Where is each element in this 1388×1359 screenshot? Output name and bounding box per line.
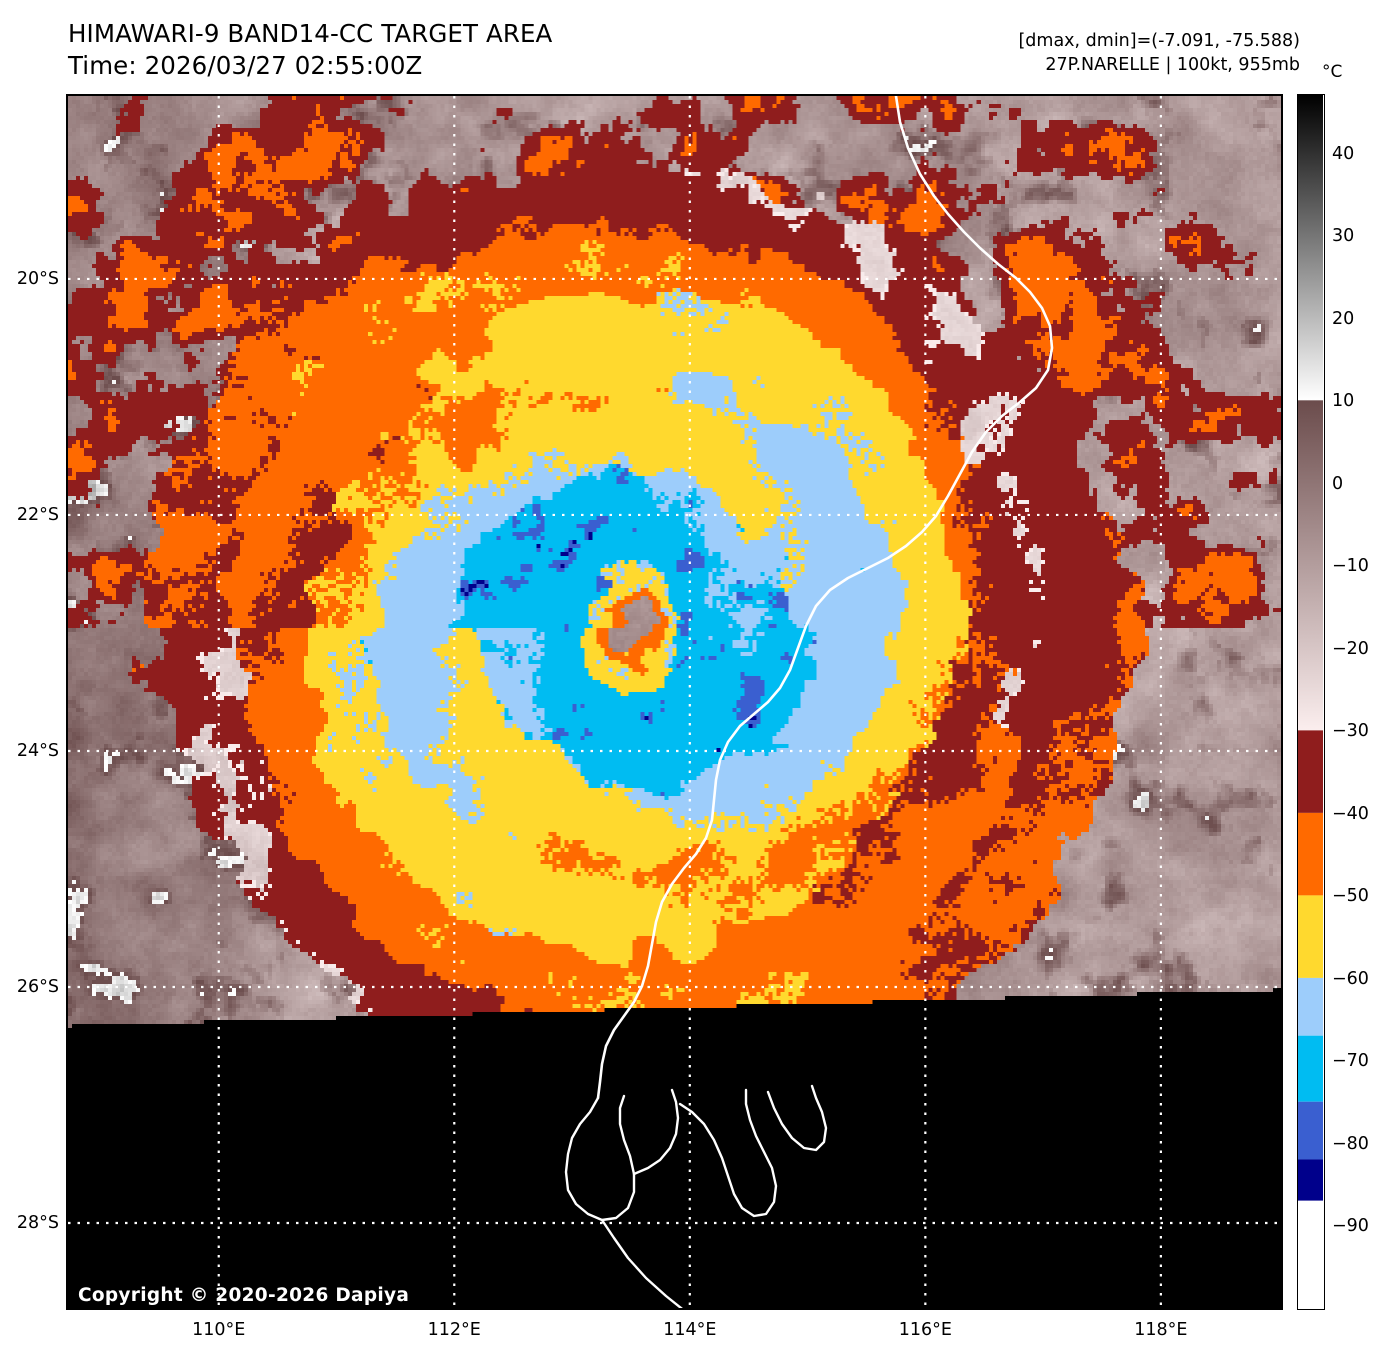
coastline-north (596, 96, 1054, 1100)
colorbar-tick-9: −50 (1332, 886, 1369, 907)
copyright-notice: Copyright © 2020-2026 Dapiya (78, 1285, 410, 1306)
satellite-image-plot[interactable] (66, 94, 1283, 1310)
colorbar-tick-1: 30 (1332, 226, 1355, 247)
lat-tick-1: 22°S (16, 504, 59, 525)
coastline-segment-2 (678, 1088, 778, 1218)
colorbar-tick-4: 0 (1332, 473, 1344, 494)
satellite-raster (68, 96, 1281, 1308)
metadata-block: [dmax, dmin]=(-7.091, -75.588) 27P.NAREL… (1018, 30, 1300, 77)
colorbar-tick-11: −70 (1332, 1051, 1369, 1072)
timestamp-line: Time: 2026/03/27 02:55:00Z (68, 50, 423, 80)
colorbar-tick-7: −30 (1332, 721, 1369, 742)
colorbar-unit-label: °C (1322, 62, 1343, 82)
lon-tick-0: 110°E (192, 1320, 246, 1340)
colorbar-tick-10: −60 (1332, 968, 1369, 989)
lon-tick-4: 118°E (1134, 1320, 1188, 1340)
lat-tick-0: 20°S (16, 268, 59, 289)
graticule (68, 96, 1281, 1308)
ir-brightness-temperature-raster (68, 96, 1281, 1308)
lat-tick-2: 24°S (16, 740, 59, 761)
coastline-segment-1 (632, 1088, 680, 1176)
colorbar-tick-12: −80 (1332, 1133, 1369, 1154)
colorbar-tick-5: −10 (1332, 556, 1369, 577)
colorbar-tick-3: 10 (1332, 391, 1355, 412)
colorbar-tick-13: −90 (1332, 1216, 1369, 1237)
temperature-colorbar[interactable] (1297, 94, 1325, 1310)
title-block: HIMAWARI-9 BAND14-CC TARGET AREA Time: 2… (68, 18, 552, 82)
coastline-segment-4 (600, 1218, 683, 1308)
lat-tick-3: 26°S (16, 977, 59, 997)
colorbar-tick-8: −40 (1332, 803, 1369, 824)
dmax-dmin-label: [dmax, dmin]=(-7.091, -75.588) (1018, 31, 1300, 51)
coastline-segment-3 (766, 1084, 828, 1152)
storm-info-label: 27P.NARELLE | 100kt, 955mb (1045, 54, 1300, 75)
lon-tick-3: 116°E (898, 1320, 952, 1340)
colorbar-tick-6: −20 (1332, 638, 1369, 659)
colorbar-tick-0: 40 (1332, 143, 1355, 164)
page-title: HIMAWARI-9 BAND14-CC TARGET AREA (68, 19, 553, 48)
colorbar-gradient (1298, 95, 1323, 1308)
colorbar-tick-2: 20 (1332, 308, 1355, 329)
lon-tick-1: 112°E (427, 1320, 481, 1340)
lon-tick-2: 114°E (663, 1320, 717, 1340)
lat-tick-4: 28°S (16, 1213, 59, 1234)
